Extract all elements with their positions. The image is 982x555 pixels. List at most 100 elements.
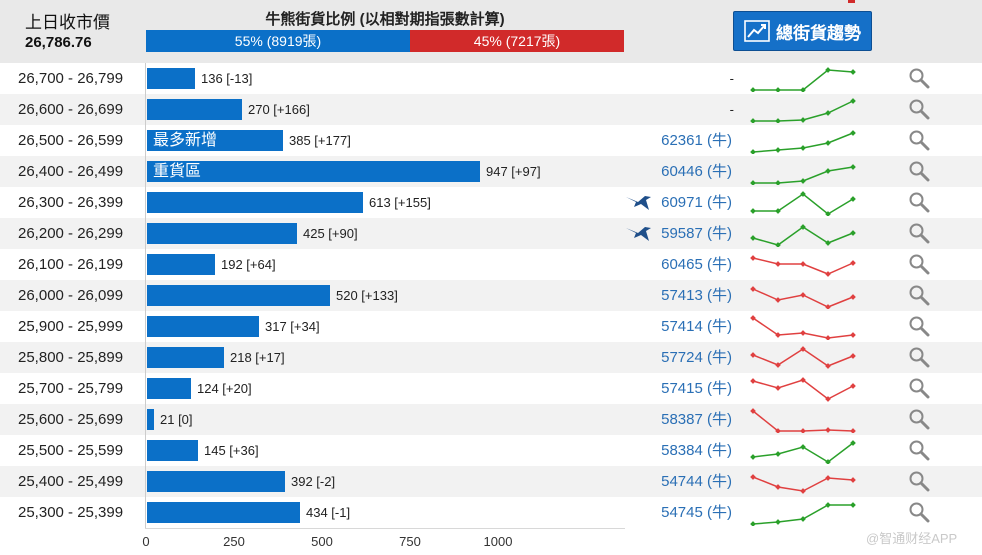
trend-sparkline bbox=[750, 502, 856, 526]
bull-code-link[interactable]: 57415 (牛) bbox=[661, 380, 732, 397]
sparkline-point bbox=[750, 454, 756, 460]
outstanding-bar bbox=[147, 409, 154, 430]
magnifier-icon[interactable] bbox=[908, 501, 930, 523]
strike-range: 26,400 - 26,499 bbox=[18, 163, 124, 180]
sparkline-point bbox=[750, 378, 756, 384]
strike-row: 26,700 - 26,799 136 [-13] - bbox=[0, 63, 982, 94]
bull-code-link[interactable]: 57413 (牛) bbox=[661, 287, 732, 304]
sparkline-path bbox=[752, 410, 854, 432]
sparkline-point bbox=[775, 261, 781, 267]
bull-code-link[interactable]: 57724 (牛) bbox=[661, 349, 732, 366]
sparkline-point bbox=[850, 353, 856, 359]
bird-icon bbox=[626, 196, 651, 210]
watermark: @智通财经APP bbox=[866, 531, 958, 546]
bull-code-link[interactable]: 58387 (牛) bbox=[661, 411, 732, 428]
outstanding-bar bbox=[147, 161, 480, 182]
magnifier-icon[interactable] bbox=[908, 284, 930, 306]
trend-sparkline bbox=[750, 408, 856, 433]
magnifier-icon[interactable] bbox=[908, 67, 930, 89]
sparkline-point bbox=[850, 502, 856, 508]
magnifier-icon[interactable] bbox=[908, 222, 930, 244]
outstanding-bar bbox=[147, 285, 330, 306]
outstanding-bar bbox=[147, 502, 300, 523]
sparkline-point bbox=[775, 484, 781, 490]
prev-close-label: 上日收市價 bbox=[25, 13, 110, 32]
prev-close-value: 26,786.76 bbox=[25, 34, 92, 51]
outstanding-bar bbox=[147, 192, 363, 213]
strike-range: 26,100 - 26,199 bbox=[18, 256, 124, 273]
magnifier-icon[interactable] bbox=[908, 160, 930, 182]
outstanding-bar bbox=[147, 378, 191, 399]
magnifier-icon[interactable] bbox=[908, 253, 930, 275]
sparkline-point bbox=[800, 224, 806, 230]
sparkline-point bbox=[750, 255, 756, 261]
sparkline-point bbox=[750, 149, 756, 154]
sparkline-point bbox=[775, 451, 781, 457]
sparkline-point bbox=[750, 352, 756, 358]
magnifier-icon[interactable] bbox=[908, 129, 930, 151]
outstanding-count: 317 [+34] bbox=[265, 319, 320, 334]
magnifier-icon[interactable] bbox=[908, 315, 930, 337]
sparkline-point bbox=[825, 502, 831, 508]
sparkline-point bbox=[775, 385, 781, 391]
strike-row: 25,800 - 25,899 218 [+17] 57724 (牛) bbox=[0, 342, 982, 373]
outstanding-bar bbox=[147, 316, 259, 337]
magnifier-icon[interactable] bbox=[908, 439, 930, 461]
sparkline-point bbox=[750, 235, 756, 241]
outstanding-count: 392 [-2] bbox=[291, 474, 336, 489]
sparkline-path bbox=[753, 69, 854, 91]
strike-range: 25,400 - 25,499 bbox=[18, 473, 124, 490]
outstanding-count: 385 [+177] bbox=[289, 133, 351, 148]
outstanding-count: 434 [-1] bbox=[306, 505, 351, 520]
outstanding-count: 520 [+133] bbox=[336, 288, 398, 303]
strike-row: 26,000 - 26,099 520 [+133] 57413 (牛) bbox=[0, 280, 982, 311]
bull-code-link[interactable]: 62361 (牛) bbox=[661, 132, 732, 149]
x-axis-tick: 250 bbox=[223, 534, 245, 549]
total-trend-button[interactable]: 總街貨趨勢 bbox=[733, 11, 872, 51]
bar-axis-line bbox=[145, 63, 146, 528]
sparkline-point bbox=[775, 297, 781, 303]
outstanding-count: 947 [+97] bbox=[486, 164, 541, 179]
sparkline-point bbox=[850, 383, 856, 389]
strike-row: 26,500 - 26,599 最多新增 385 [+177] 62361 (牛) bbox=[0, 125, 982, 156]
trend-sparkline bbox=[750, 440, 856, 464]
trend-sparkline bbox=[750, 377, 856, 402]
bull-code-link[interactable]: 60971 (牛) bbox=[661, 194, 732, 211]
bull-code-link[interactable]: 54745 (牛) bbox=[661, 504, 732, 521]
sparkline-point bbox=[775, 147, 781, 153]
sparkline-point bbox=[775, 332, 781, 338]
bull-code-link[interactable]: 59587 (牛) bbox=[661, 225, 732, 242]
strike-row: 26,400 - 26,499 重貨區 947 [+97] 60446 (牛) bbox=[0, 156, 982, 187]
outstanding-bar bbox=[147, 68, 195, 89]
sparkline-point bbox=[800, 444, 806, 450]
bull-code-link: - bbox=[729, 71, 734, 86]
outstanding-count: 218 [+17] bbox=[230, 350, 285, 365]
bull-code-link[interactable]: 58384 (牛) bbox=[661, 442, 732, 459]
strike-row: 25,400 - 25,499 392 [-2] 54744 (牛) bbox=[0, 466, 982, 497]
magnifier-icon[interactable] bbox=[908, 98, 930, 120]
sparkline-point bbox=[750, 408, 756, 414]
trend-chart-icon bbox=[744, 20, 770, 42]
outstanding-count: 425 [+90] bbox=[303, 226, 358, 241]
sparkline-point bbox=[825, 459, 831, 464]
bull-code-link[interactable]: 54744 (牛) bbox=[661, 473, 732, 490]
trend-sparkline bbox=[750, 130, 856, 154]
magnifier-icon[interactable] bbox=[908, 377, 930, 399]
sparkline-point bbox=[775, 362, 781, 368]
bull-code-link[interactable]: 57414 (牛) bbox=[661, 318, 732, 335]
strike-range: 25,800 - 25,899 bbox=[18, 349, 124, 366]
bar-tag: 重貨區 bbox=[153, 163, 202, 180]
sparkline-point bbox=[800, 428, 806, 433]
x-axis-tick: 500 bbox=[311, 534, 333, 549]
outstanding-count: 124 [+20] bbox=[197, 381, 252, 396]
trend-sparkline bbox=[750, 191, 856, 216]
magnifier-icon[interactable] bbox=[908, 346, 930, 368]
sparkline-point bbox=[850, 332, 856, 338]
magnifier-icon[interactable] bbox=[908, 470, 930, 492]
trend-sparkline bbox=[750, 474, 856, 494]
bull-code-link[interactable]: 60465 (牛) bbox=[661, 256, 732, 273]
bull-code-link[interactable]: 60446 (牛) bbox=[661, 163, 732, 180]
sparkline-point bbox=[825, 335, 831, 340]
magnifier-icon[interactable] bbox=[908, 191, 930, 213]
magnifier-icon[interactable] bbox=[908, 408, 930, 430]
